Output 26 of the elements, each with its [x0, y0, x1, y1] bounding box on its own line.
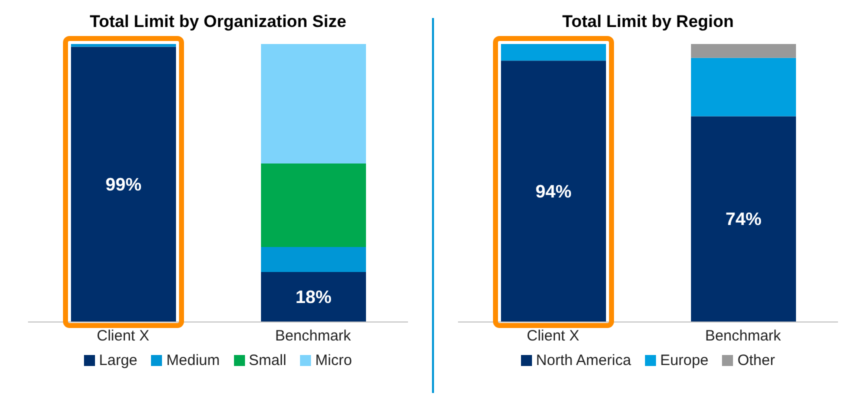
data-label: 74%: [725, 209, 762, 230]
data-label: 99%: [105, 174, 142, 194]
x-tick-label: Benchmark: [275, 328, 352, 345]
bar: [691, 116, 796, 322]
x-tick-label: Client X: [526, 328, 580, 345]
bar: [501, 44, 606, 61]
bar: [261, 272, 366, 322]
bar: [261, 44, 366, 164]
legend-label: Medium: [165, 352, 220, 369]
bar: [71, 44, 176, 47]
data-label: 18%: [295, 286, 332, 307]
legend-label: North America: [535, 352, 632, 369]
x-tick-label: Benchmark: [705, 328, 782, 345]
chart-title: Total Limit by Region: [561, 11, 735, 33]
legend-label: Large: [98, 352, 138, 369]
data-label: 94%: [535, 181, 572, 202]
legend-label: Small: [248, 352, 286, 369]
bar: [261, 246, 366, 272]
bar: [261, 164, 366, 247]
legend-label: Micro: [314, 352, 352, 369]
legend-label: Europe: [659, 352, 708, 369]
chart-title: Total Limit by Organization Size: [88, 11, 348, 33]
x-tick-label: Client X: [96, 328, 150, 345]
bar: [691, 44, 796, 58]
bar: [691, 58, 796, 116]
legend-label: Other: [736, 352, 775, 369]
